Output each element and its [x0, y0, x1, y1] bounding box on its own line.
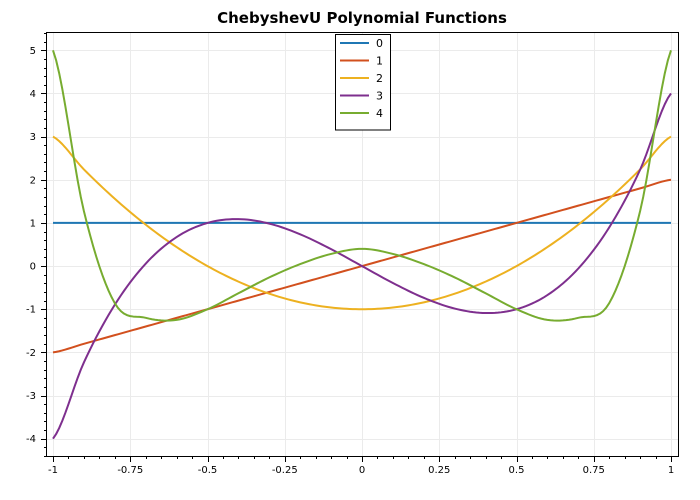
legend-label: 4: [376, 107, 383, 120]
series-layer: [52, 49, 672, 440]
axis-layer: -1 -0.75 -0.5 -0.25 0 0.25 0.5 0.75 1 -4 -3 -2 -1 0 1 2…: [26, 33, 674, 476]
y-tick-label: 0: [30, 262, 36, 273]
y-tick-label: 2: [30, 175, 36, 186]
y-tick-label: -4: [26, 434, 36, 445]
x-tick-label: -0.25: [272, 465, 298, 476]
x-tick-label: 0.5: [509, 465, 525, 476]
x-tick-label: 0.75: [583, 465, 605, 476]
y-tick-label: -1: [26, 305, 36, 316]
y-tick-label: -3: [26, 391, 36, 402]
legend: 0 1 2 3 4: [335, 34, 391, 131]
x-tick-label: 0.25: [428, 465, 450, 476]
y-tick-label: 5: [30, 46, 36, 57]
x-tick-label: 1: [668, 465, 674, 476]
legend-label: 1: [376, 55, 383, 68]
x-tick-label: -0.75: [117, 465, 143, 476]
x-tick-label: -0.5: [198, 465, 218, 476]
series-line-4: [52, 49, 672, 322]
y-tick-label: 4: [30, 89, 36, 100]
x-tick-label: 0: [359, 465, 365, 476]
y-tick-label: 1: [30, 218, 36, 229]
chart-title: ChebyshevU Polynomial Functions: [217, 9, 507, 27]
legend-label: 0: [376, 37, 383, 50]
legend-label: 3: [376, 90, 383, 103]
legend-box: [335, 34, 391, 131]
legend-label: 2: [376, 72, 383, 85]
y-tick-label: 3: [30, 132, 36, 143]
series-line-3: [52, 92, 672, 440]
y-tick-label: -2: [26, 348, 36, 359]
x-tick-label: -1: [48, 465, 58, 476]
series-line-2: [52, 135, 672, 311]
